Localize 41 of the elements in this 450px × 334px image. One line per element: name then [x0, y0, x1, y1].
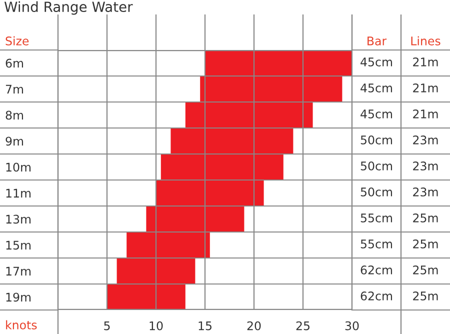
x-tick-label: 25	[296, 321, 310, 330]
y-axis-title: Size	[6, 36, 29, 46]
text: 25m	[413, 239, 438, 248]
x-tick-label: 10	[150, 321, 163, 330]
y-tick-label: 9m	[6, 136, 24, 146]
x-tick-label: 15	[198, 321, 212, 330]
text: Lines	[411, 36, 440, 46]
text: 50cm	[360, 161, 392, 170]
text: 55cm	[360, 240, 392, 248]
text: 25m	[413, 291, 438, 300]
text: 25m	[413, 213, 438, 222]
text: 62cm	[360, 265, 392, 274]
text: 45cm	[360, 110, 392, 118]
y-tick-label: 13m	[6, 214, 31, 224]
text: 21m	[413, 109, 438, 118]
text: 62cm	[360, 291, 392, 300]
x-tick-label: 5	[104, 321, 110, 330]
y-tick-label: 7m	[6, 84, 24, 94]
y-tick-label: 19m	[6, 292, 31, 302]
y-tick-label: 10m	[6, 162, 31, 172]
text: 23m	[413, 187, 438, 196]
x-tick-label: 20	[247, 321, 261, 330]
y-tick-label: 11m	[6, 188, 31, 198]
x-tick-label: 30	[345, 321, 359, 330]
text: 45cm	[360, 84, 392, 92]
y-tick-label: 8m	[6, 110, 24, 120]
x-axis-title: knots	[6, 320, 37, 330]
text: 23m	[413, 135, 438, 144]
text: 50cm	[360, 187, 392, 196]
text: 55cm	[360, 214, 392, 222]
chart-title: Wind Range Water	[4, 1, 133, 15]
text: 25m	[413, 265, 438, 274]
text: 23m	[413, 161, 438, 170]
text: 50cm	[360, 135, 392, 144]
text: 21m	[413, 83, 438, 92]
y-tick-label: 17m	[6, 266, 31, 276]
y-tick-label: 6m	[6, 58, 24, 68]
text: 45cm	[360, 58, 392, 66]
y-tick-label: 15m	[6, 240, 31, 250]
text: Bar	[368, 36, 387, 46]
text: 21m	[413, 57, 438, 66]
